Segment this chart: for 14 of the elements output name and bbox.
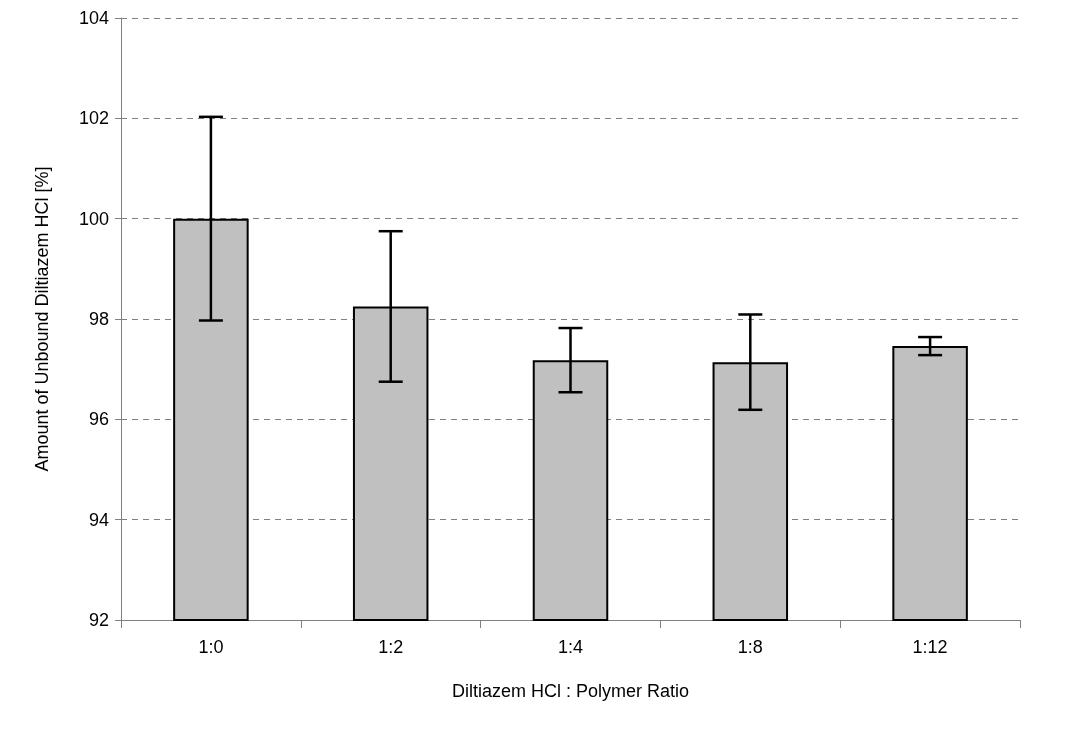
- x-tick-label: 1:2: [378, 637, 404, 657]
- x-axis-title: Diltiazem HCl : Polymer Ratio: [451, 681, 690, 701]
- x-tick-label: 1:0: [198, 637, 224, 657]
- y-tick-label: 98: [88, 309, 109, 329]
- y-tick-label: 94: [88, 509, 109, 530]
- y-tick-label: 92: [88, 610, 109, 630]
- y-tick-label: 104: [78, 8, 109, 28]
- x-tick-label: 1:4: [557, 637, 584, 657]
- x-tick-label: 1:8: [737, 637, 763, 657]
- y-tick-label: 100: [78, 208, 109, 229]
- y-tick-label: 96: [88, 409, 109, 430]
- y-axis-title: Amount of Unbound Diltiazem HCl [%]: [32, 166, 52, 472]
- y-tick-label: 102: [78, 108, 109, 129]
- x-tick-label: 1:12: [912, 637, 948, 657]
